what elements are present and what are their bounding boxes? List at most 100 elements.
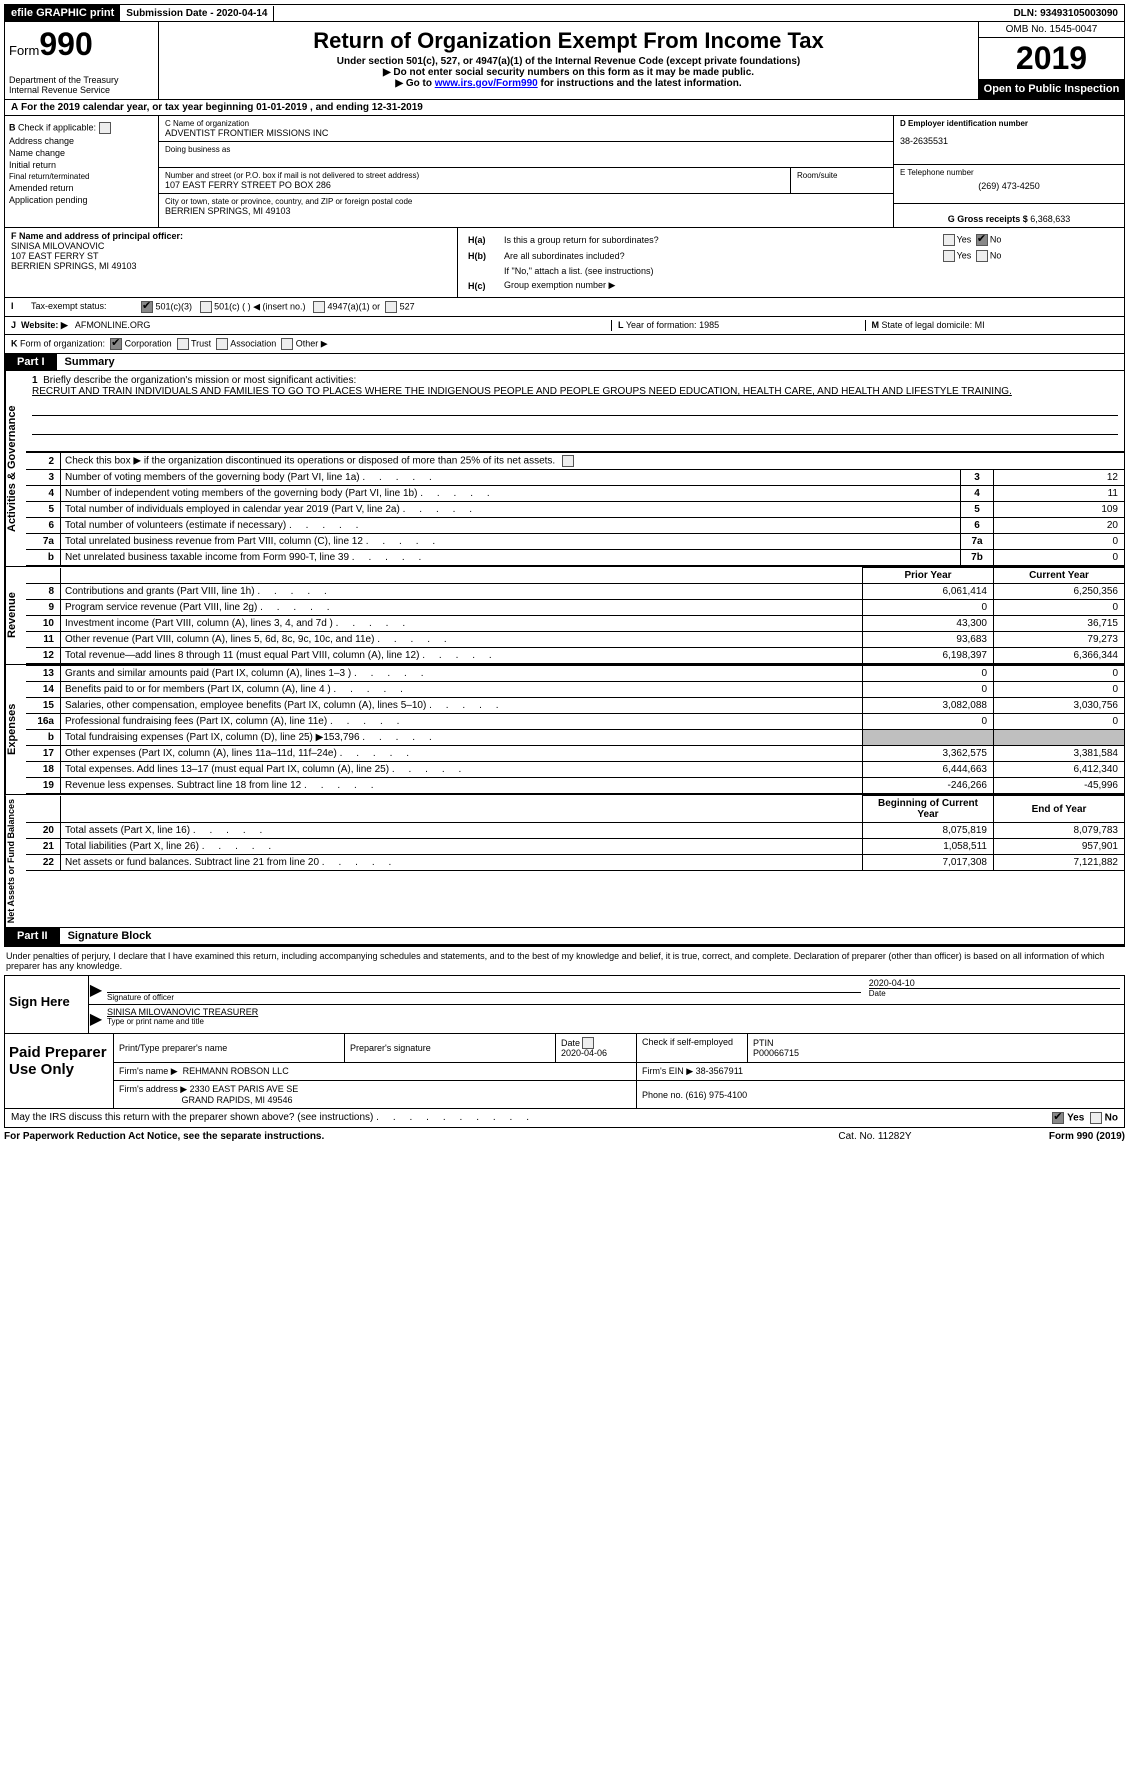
hb-yes-check[interactable] — [943, 250, 955, 262]
line-num: 20 — [26, 823, 61, 839]
prior-value: 7,017,308 — [863, 855, 994, 871]
form-number-cell: Form990 Department of the Treasury Inter… — [5, 22, 159, 99]
irs-link[interactable]: www.irs.gov/Form990 — [435, 78, 538, 89]
revenue-table: Prior Year Current Year8 Contributions a… — [26, 567, 1124, 664]
chk-527[interactable] — [385, 301, 397, 313]
signature-label: Signature of officer — [107, 992, 861, 1002]
line-num: 11 — [26, 632, 61, 648]
gross-receipts-label: G Gross receipts $ — [948, 214, 1031, 224]
line-num: 14 — [26, 682, 61, 698]
preparer-date-hdr: Date — [561, 1038, 580, 1048]
street-value: 107 EAST FERRY STREET PO BOX 286 — [165, 180, 784, 190]
lbl-4947: 4947(a)(1) or — [328, 301, 381, 311]
m-label: M — [872, 320, 880, 330]
phone-value: (269) 473-4250 — [900, 181, 1118, 191]
prior-value: 93,683 — [863, 632, 994, 648]
chk-4947[interactable] — [313, 301, 325, 313]
hb-no-check[interactable] — [976, 250, 988, 262]
firm-address-label: Firm's address ▶ — [119, 1084, 187, 1094]
website-value: AFMONLINE.ORG — [75, 320, 151, 330]
footer-form-no: Form 990 (2019) — [975, 1131, 1125, 1142]
current-value: 79,273 — [994, 632, 1125, 648]
check-applicable-icon[interactable] — [99, 122, 111, 134]
column-b: B Check if applicable: Address change Na… — [5, 116, 159, 227]
mission-text: RECRUIT AND TRAIN INDIVIDUALS AND FAMILI… — [32, 386, 1012, 397]
sign-date-label: Date — [869, 988, 1120, 998]
ptin-value: P00066715 — [753, 1048, 799, 1058]
prior-value: 6,198,397 — [863, 648, 994, 664]
row-f-h: F Name and address of principal officer:… — [4, 227, 1125, 298]
hc-text: Group exemption number ▶ — [502, 279, 1116, 292]
chk-trust[interactable] — [177, 338, 189, 350]
ha-text: Is this a group return for subordinates? — [502, 233, 937, 247]
tax-year-begin: 01-01-2019 — [256, 102, 307, 113]
paid-preparer-label: Paid Preparer Use Only — [5, 1034, 114, 1108]
hb-note: If "No," attach a list. (see instruction… — [502, 265, 1116, 277]
ha-yes-check[interactable] — [943, 234, 955, 246]
side-label-net-assets: Net Assets or Fund Balances — [5, 795, 26, 927]
line-text: Other expenses (Part IX, column (A), lin… — [61, 746, 863, 762]
signature-field[interactable] — [107, 978, 861, 992]
ha-no-check[interactable] — [976, 234, 988, 246]
firm-name-label: Firm's name ▶ — [119, 1066, 178, 1076]
chk-association[interactable] — [216, 338, 228, 350]
ein-value: 38-2635531 — [900, 136, 1118, 146]
side-label-ag: Activities & Governance — [5, 371, 26, 566]
line-num: b — [26, 730, 61, 746]
line-text: Total fundraising expenses (Part IX, col… — [61, 730, 863, 746]
chk-initial-return: Initial return — [9, 160, 154, 170]
revenue-section: Revenue Prior Year Current Year8 Contrib… — [4, 566, 1125, 664]
part-1-header: Part I Summary — [4, 354, 1125, 371]
lbl-trust: Trust — [191, 338, 211, 348]
chk-address-change: Address change — [9, 136, 154, 146]
discuss-yes-check[interactable] — [1052, 1112, 1064, 1124]
firm-ein-value: 38-3567911 — [696, 1066, 743, 1076]
col-hdr-current: End of Year — [994, 796, 1125, 823]
col-hdr-prior: Prior Year — [863, 568, 994, 584]
tax-year-end: 12-31-2019 — [372, 102, 423, 113]
submission-date-box: Submission Date - 2020-04-14 — [120, 6, 274, 21]
current-value: 0 — [994, 600, 1125, 616]
line-text: Salaries, other compensation, employee b… — [61, 698, 863, 714]
column-c: C Name of organization ADVENTIST FRONTIE… — [159, 116, 894, 227]
lbl-corporation: Corporation — [125, 338, 172, 348]
dba-label: Doing business as — [165, 145, 887, 154]
current-value: 6,366,344 — [994, 648, 1125, 664]
part-2-header: Part II Signature Block — [4, 928, 1125, 945]
discuss-no-check[interactable] — [1090, 1112, 1102, 1124]
hb-label: H(b) — [468, 251, 486, 261]
prior-value: 6,061,414 — [863, 584, 994, 600]
expenses-table: 13 Grants and similar amounts paid (Part… — [26, 665, 1124, 794]
form-prefix: Form — [9, 43, 39, 58]
chk-corporation[interactable] — [110, 338, 122, 350]
current-value: 3,381,584 — [994, 746, 1125, 762]
line-num: 18 — [26, 762, 61, 778]
prior-value: 6,444,663 — [863, 762, 994, 778]
current-value: 6,250,356 — [994, 584, 1125, 600]
side-label-expenses: Expenses — [5, 665, 26, 794]
side-label-revenue: Revenue — [5, 567, 26, 664]
hb-yesno: Yes No — [939, 249, 1116, 263]
j-label: J — [11, 320, 16, 330]
preparer-sig-hdr: Preparer's signature — [345, 1034, 556, 1063]
hb-yes-label: Yes — [957, 250, 972, 260]
ag-line-num: b — [26, 550, 61, 566]
chk-501c[interactable] — [200, 301, 212, 313]
line-num: 15 — [26, 698, 61, 714]
chk-other[interactable] — [281, 338, 293, 350]
ein-label: D Employer identification number — [900, 119, 1118, 128]
chk-501c3[interactable] — [141, 301, 153, 313]
f-label: F Name and address of principal officer: — [11, 231, 183, 241]
mission-uline-2 — [32, 422, 1118, 435]
m-text: State of legal domicile: — [882, 320, 975, 330]
ag-box-num: 6 — [961, 518, 994, 534]
ag-line-text: Net unrelated business taxable income fr… — [61, 550, 961, 566]
column-de: D Employer identification number 38-2635… — [894, 116, 1124, 227]
ha-no-label: No — [990, 234, 1002, 244]
line-num: 13 — [26, 666, 61, 682]
subtitle-1: Under section 501(c), 527, or 4947(a)(1)… — [167, 56, 970, 67]
self-employed-check[interactable] — [582, 1037, 594, 1049]
ag-box-num: 5 — [961, 502, 994, 518]
current-value: 8,079,783 — [994, 823, 1125, 839]
footer-cat-no: Cat. No. 11282Y — [775, 1131, 975, 1142]
